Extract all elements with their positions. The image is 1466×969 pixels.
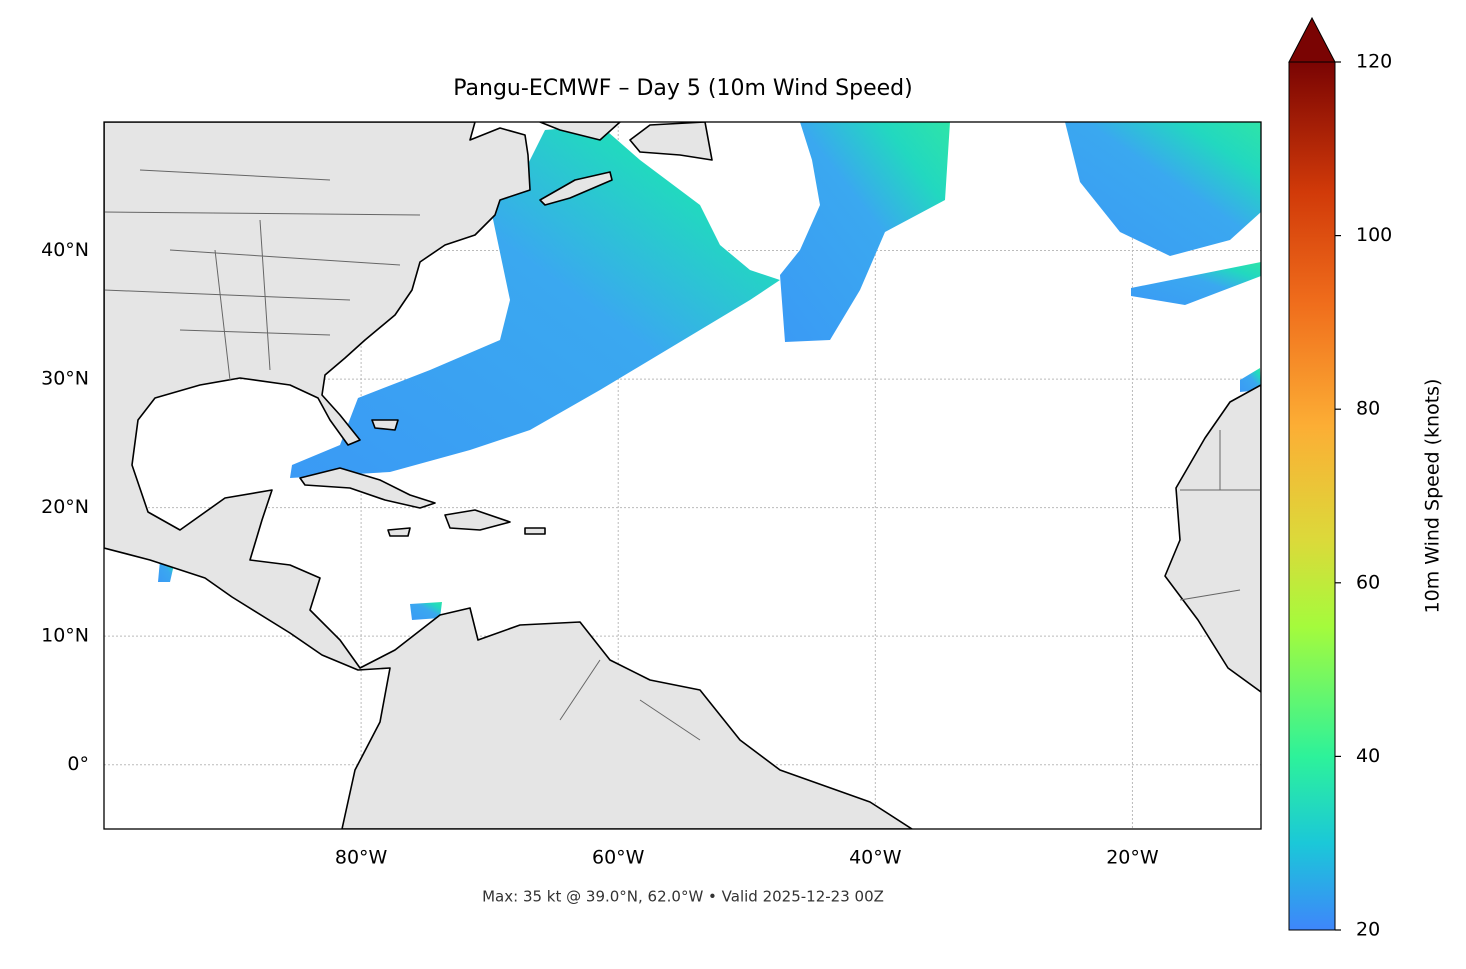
axes: 80°W 60°W 40°W 20°W 0° 10°N 20°N 30°N 40°N 20 40 60… [41, 51, 1392, 941]
colorbar [1288, 61, 1336, 931]
map [104, 122, 1261, 829]
colorbar-tick-label: 80 [1356, 398, 1380, 420]
map-frame [103, 121, 1262, 830]
y-tick-label: 30°N [41, 368, 89, 390]
y-tick-label: 10°N [41, 625, 89, 647]
y-tick-label: 20°N [41, 496, 89, 518]
colorbar-tick-label: 20 [1356, 919, 1380, 941]
land [104, 122, 1261, 829]
y-tick-label: 40°N [41, 239, 89, 261]
x-tick-label: 60°W [592, 847, 645, 869]
x-tick-label: 80°W [335, 847, 388, 869]
colorbar-extend [1288, 16, 1336, 63]
wind-field [158, 122, 1261, 620]
x-tick-label: 40°W [849, 847, 902, 869]
colorbar-tick-label: 40 [1356, 745, 1380, 767]
x-tick-label: 20°W [1106, 847, 1159, 869]
colorbar-label: 10m Wind Speed (knots) [1422, 379, 1444, 614]
subtitle: Max: 35 kt @ 39.0°N, 62.0°W • Valid 2025… [482, 888, 884, 906]
y-tick-label: 0° [67, 753, 89, 775]
colorbar-tick-label: 100 [1356, 224, 1392, 246]
colorbar-tick-label: 120 [1356, 51, 1392, 73]
chart-title: Pangu-ECMWF – Day 5 (10m Wind Speed) [453, 76, 912, 101]
colorbar-tick-label: 60 [1356, 571, 1380, 593]
